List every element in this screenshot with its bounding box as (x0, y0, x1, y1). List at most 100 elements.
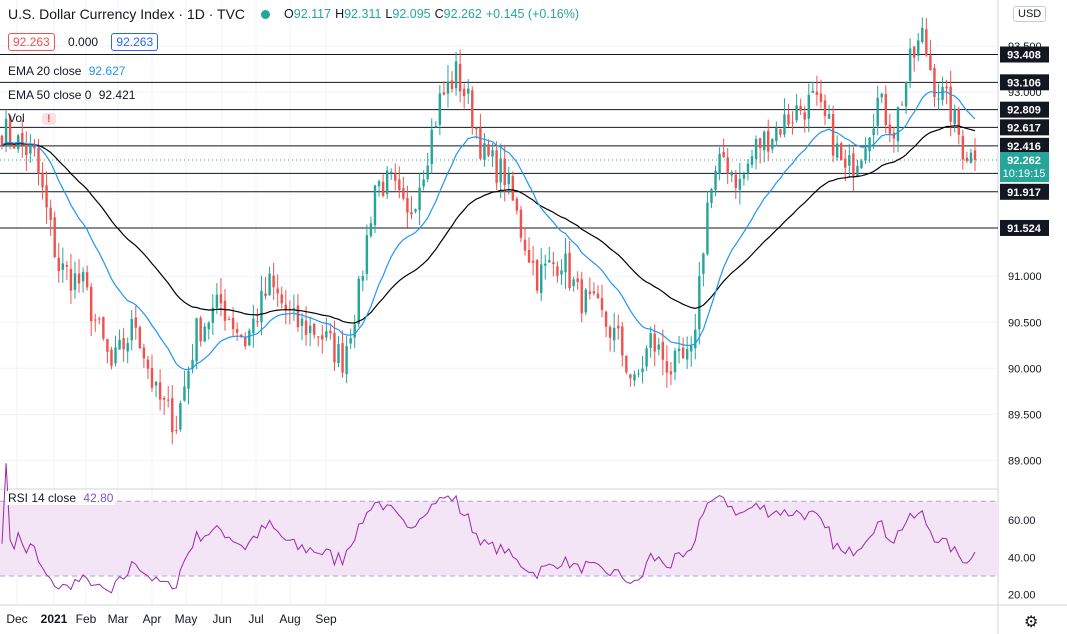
candle-body (657, 344, 660, 350)
candle-body (681, 347, 685, 359)
candle-body (714, 170, 717, 190)
candle-body (823, 100, 827, 117)
candle-body (479, 127, 482, 159)
candle-body (483, 143, 486, 160)
ohlc-value: 92.311 (344, 7, 382, 21)
candle-body (637, 373, 640, 375)
candle-body (81, 271, 85, 282)
candle-body (503, 158, 506, 185)
candle-body (284, 304, 288, 310)
candle-body (929, 55, 932, 71)
ema20-legend[interactable]: EMA 20 close 92.627 (8, 64, 125, 78)
ema20-path (1, 91, 976, 371)
level-label-box (1000, 137, 1049, 154)
time-axis[interactable]: Dec 2021 Feb Mar Apr May Jun Jul Aug Sep (6, 612, 337, 626)
rsi-legend[interactable]: RSI 14 close 42.80 (6, 491, 116, 505)
candle-body (973, 150, 977, 161)
candle-body (4, 118, 8, 145)
ema50-legend[interactable]: EMA 50 close 0 92.421 (8, 88, 135, 102)
candle-body (868, 137, 871, 152)
candle-body (819, 93, 823, 102)
candle-body (215, 294, 219, 308)
time-tick-label: Apr (143, 612, 162, 626)
candle-body (110, 349, 113, 366)
candle-body (621, 326, 624, 356)
ema20-legend-value: 92.627 (88, 64, 126, 78)
level-label-text: 92.809 (1007, 105, 1041, 117)
candle-body (775, 127, 778, 141)
candle-body (941, 86, 944, 100)
candle-body (811, 90, 815, 93)
candle-body (965, 157, 969, 161)
rsi-tick-label: 20.00 (1008, 590, 1036, 602)
level-label-box (1000, 119, 1049, 136)
candle-body (495, 150, 498, 184)
ema50-legend-value: 92.421 (98, 88, 136, 102)
candle-body (353, 324, 356, 338)
candle-body (85, 272, 89, 288)
candle-body (791, 122, 794, 124)
candle-body (560, 270, 563, 275)
candle-body (134, 317, 138, 328)
candle-body (276, 288, 279, 294)
candle-body (888, 124, 892, 134)
candle-body (235, 328, 239, 333)
level-label-text: 91.917 (1007, 187, 1041, 199)
candle-body (345, 345, 348, 375)
candle-body (434, 126, 438, 128)
warning-icon[interactable]: ! (42, 113, 56, 125)
current-price-text: 92.262 (1007, 155, 1041, 167)
candle-body (912, 46, 916, 58)
level-label-box (1000, 46, 1049, 63)
candle-body (462, 88, 466, 97)
ema50-path (1, 125, 976, 324)
level-label-text: 92.617 (1007, 122, 1041, 134)
candle-body (742, 174, 746, 179)
ohlc-value: 92.117 (293, 7, 332, 21)
candle-body (292, 308, 296, 310)
time-tick-label: Jun (212, 612, 231, 626)
candle-body (130, 319, 133, 341)
ohlc-readout: O 92.117 H 92.311 L 92.095 C 92.262 +0.145 (+0.1… (284, 7, 583, 21)
candle-body (179, 403, 182, 430)
candle-body (572, 279, 575, 286)
vol-legend[interactable]: Vol ! (8, 111, 56, 125)
candle-body (410, 212, 413, 215)
candle-body (280, 294, 283, 304)
candle-body (422, 179, 425, 187)
candle-body (167, 399, 170, 401)
candle-body (389, 171, 393, 173)
candle-body (65, 265, 69, 267)
candle-body (844, 158, 847, 168)
candle-body (799, 105, 802, 111)
candle-body (317, 336, 320, 338)
candle-body (377, 181, 381, 187)
candle-body (349, 338, 352, 344)
candle-body (762, 131, 766, 151)
candle-body (369, 223, 373, 236)
current-price-box (1000, 152, 1049, 183)
candle-body (499, 158, 502, 183)
candle-body (8, 116, 12, 143)
candle-body (207, 322, 210, 330)
candle-body (953, 109, 956, 125)
candle-body (961, 136, 965, 160)
candle-body (304, 320, 308, 335)
candle-body (807, 94, 810, 119)
rsi-tick-label: 40.00 (1008, 552, 1036, 564)
candle-body (795, 105, 798, 121)
candle-body (426, 165, 429, 180)
candle-body (767, 130, 770, 152)
gear-icon[interactable]: ⚙ (1024, 614, 1039, 631)
candle-body (365, 235, 369, 274)
candle-body (568, 252, 571, 289)
horizontal-levels[interactable] (0, 54, 998, 229)
candle-body (158, 382, 162, 400)
candle-body (645, 348, 648, 367)
candle-body (21, 132, 24, 146)
candle-body (446, 81, 450, 94)
candle-body (114, 347, 117, 364)
currency-button[interactable]: USD (1013, 6, 1047, 22)
candle-body (544, 263, 547, 266)
